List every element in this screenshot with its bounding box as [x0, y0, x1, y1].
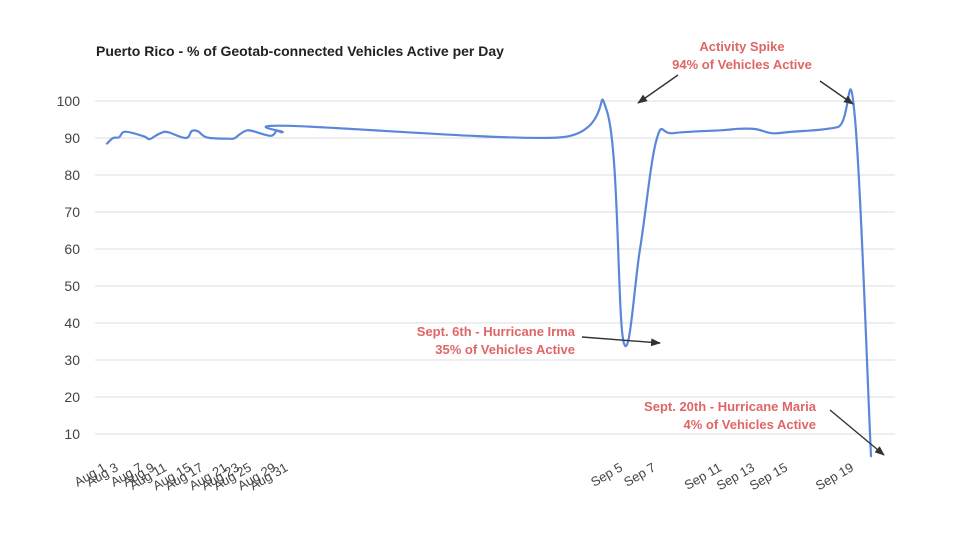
y-tick-label: 40 — [64, 315, 80, 331]
annotation-hurricane-irma: Sept. 6th - Hurricane Irma 35% of Vehicl… — [417, 324, 661, 357]
x-tick-label: Sep 15 — [747, 460, 790, 494]
annotation-activity-spike-line2: 94% of Vehicles Active — [672, 57, 812, 72]
annotation-activity-spike: Activity Spike 94% of Vehicles Active — [637, 39, 854, 105]
y-tick-label: 30 — [64, 352, 80, 368]
series-line — [105, 88, 873, 458]
x-tick-label: Sep 19 — [813, 460, 856, 494]
chart-title: Puerto Rico - % of Geotab-connected Vehi… — [96, 43, 504, 59]
annotation-maria-line1: Sept. 20th - Hurricane Maria — [644, 399, 817, 414]
y-tick-label: 100 — [57, 93, 81, 109]
y-tick-label: 70 — [64, 204, 80, 220]
y-tick-label: 50 — [64, 278, 80, 294]
y-tick-label: 20 — [64, 389, 80, 405]
y-axis-ticks: 10 20 30 40 50 60 70 80 90 100 — [57, 93, 81, 442]
annotation-maria-line2: 4% of Vehicles Active — [684, 417, 816, 432]
annotation-arrow-irma — [581, 336, 661, 347]
annotation-irma-line2: 35% of Vehicles Active — [435, 342, 575, 357]
annotation-activity-spike-line1: Activity Spike — [699, 39, 784, 54]
annotation-irma-line1: Sept. 6th - Hurricane Irma — [417, 324, 576, 339]
gridlines — [95, 100, 895, 435]
annotation-arrow-spike-left — [637, 74, 679, 104]
annotation-hurricane-maria: Sept. 20th - Hurricane Maria 4% of Vehic… — [644, 399, 885, 456]
y-tick-label: 90 — [64, 130, 80, 146]
x-tick-label: Sep 5 — [588, 460, 625, 490]
x-tick-label: Sep 7 — [621, 460, 658, 490]
y-tick-label: 80 — [64, 167, 80, 183]
y-tick-label: 60 — [64, 241, 80, 257]
annotation-arrow-spike-right — [819, 80, 854, 105]
annotation-arrow-maria — [829, 409, 885, 456]
y-tick-label: 10 — [64, 426, 80, 442]
